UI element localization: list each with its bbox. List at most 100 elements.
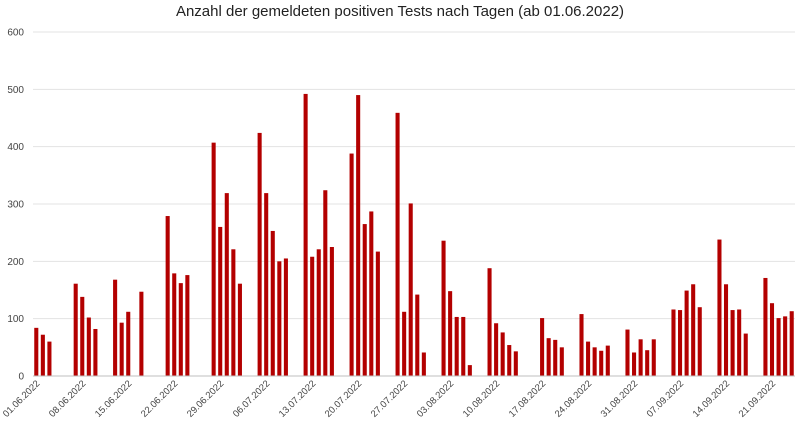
bar	[139, 291, 144, 376]
bar	[487, 268, 492, 376]
bar	[678, 310, 683, 376]
y-tick-label: 500	[7, 85, 24, 96]
x-tick-label: 03.08.2022	[415, 378, 456, 419]
x-tick-label: 10.08.2022	[461, 378, 502, 419]
x-tick-label: 01.06.2022	[1, 378, 42, 419]
x-tick-label: 20.07.2022	[323, 378, 364, 419]
bar	[277, 261, 282, 376]
bar	[586, 341, 591, 376]
bar	[47, 341, 52, 376]
bar	[494, 323, 499, 376]
x-tick-label: 08.06.2022	[47, 378, 88, 419]
bar	[461, 316, 466, 376]
bar	[40, 334, 45, 376]
bar	[513, 351, 518, 376]
bar	[454, 316, 459, 376]
bar	[323, 190, 328, 376]
y-tick-label: 200	[7, 257, 24, 268]
bar	[211, 142, 216, 376]
bar	[697, 307, 702, 376]
bar	[553, 339, 558, 376]
bar	[369, 211, 374, 376]
x-tick-label: 31.08.2022	[599, 378, 640, 419]
bar	[316, 249, 321, 376]
bar	[540, 318, 545, 376]
bar	[113, 279, 118, 376]
bar	[546, 338, 551, 376]
bar	[93, 328, 98, 376]
gridlines	[33, 31, 795, 320]
x-tick-label: 07.09.2022	[645, 378, 686, 419]
bar	[625, 329, 630, 376]
bar	[441, 240, 446, 376]
bar	[264, 193, 269, 376]
y-tick-label: 600	[7, 28, 24, 39]
bar	[80, 296, 85, 376]
bar	[448, 291, 453, 376]
bar	[283, 258, 288, 376]
bar	[73, 283, 78, 376]
bar	[579, 314, 584, 376]
bar	[776, 318, 781, 376]
y-tick-label: 400	[7, 142, 24, 153]
bar	[651, 339, 656, 376]
bar	[349, 153, 354, 376]
bars	[34, 93, 794, 377]
bar	[507, 345, 512, 376]
bar	[237, 283, 242, 376]
bar	[408, 203, 413, 376]
bar	[599, 350, 604, 376]
bar	[763, 277, 768, 376]
x-tick-label: 06.07.2022	[231, 378, 272, 419]
x-axis-tick-labels: 01.06.2022 08.06.2022 15.06.2022 22.06.2022…	[1, 378, 778, 419]
bar	[303, 93, 308, 377]
bar	[789, 311, 794, 376]
y-axis-tick-labels: 0 100 200 300 400 500 600	[7, 28, 24, 383]
bar	[224, 193, 229, 376]
x-tick-label: 29.06.2022	[185, 378, 226, 419]
x-tick-label: 14.09.2022	[691, 378, 732, 419]
y-tick-label: 0	[18, 372, 24, 383]
bar	[500, 332, 505, 376]
bar	[402, 311, 407, 376]
bar	[257, 132, 262, 376]
bar	[783, 316, 788, 376]
bar	[231, 249, 236, 376]
x-tick-label: 15.06.2022	[93, 378, 134, 419]
bar	[185, 275, 190, 376]
x-tick-label: 27.07.2022	[369, 378, 410, 419]
bar	[717, 239, 722, 376]
bar	[362, 224, 367, 376]
bar	[730, 310, 735, 376]
bar	[421, 352, 426, 376]
x-tick-label: 21.09.2022	[737, 378, 778, 419]
bar	[356, 95, 361, 376]
y-tick-label: 100	[7, 314, 24, 325]
bar	[691, 284, 696, 376]
bar	[34, 327, 39, 376]
bar	[86, 317, 91, 376]
bar	[375, 251, 380, 376]
chart-title: Anzahl der gemeldeten positiven Tests na…	[176, 3, 624, 20]
bar	[559, 347, 564, 376]
bar	[270, 230, 275, 376]
bar	[723, 284, 729, 376]
bar	[415, 294, 420, 376]
bar	[743, 333, 748, 376]
bar	[638, 339, 643, 376]
x-tick-label: 24.08.2022	[553, 378, 594, 419]
bar	[172, 273, 177, 376]
y-tick-label: 300	[7, 200, 24, 211]
bar	[684, 290, 689, 376]
bar	[395, 112, 400, 376]
bar	[632, 352, 637, 376]
x-tick-label: 13.07.2022	[277, 378, 318, 419]
bar	[165, 216, 170, 376]
bar	[218, 226, 223, 376]
bar	[645, 350, 650, 376]
bar	[119, 322, 124, 376]
bar	[310, 256, 315, 376]
x-tick-label: 22.06.2022	[139, 378, 180, 419]
x-tick-label: 17.08.2022	[507, 378, 548, 419]
